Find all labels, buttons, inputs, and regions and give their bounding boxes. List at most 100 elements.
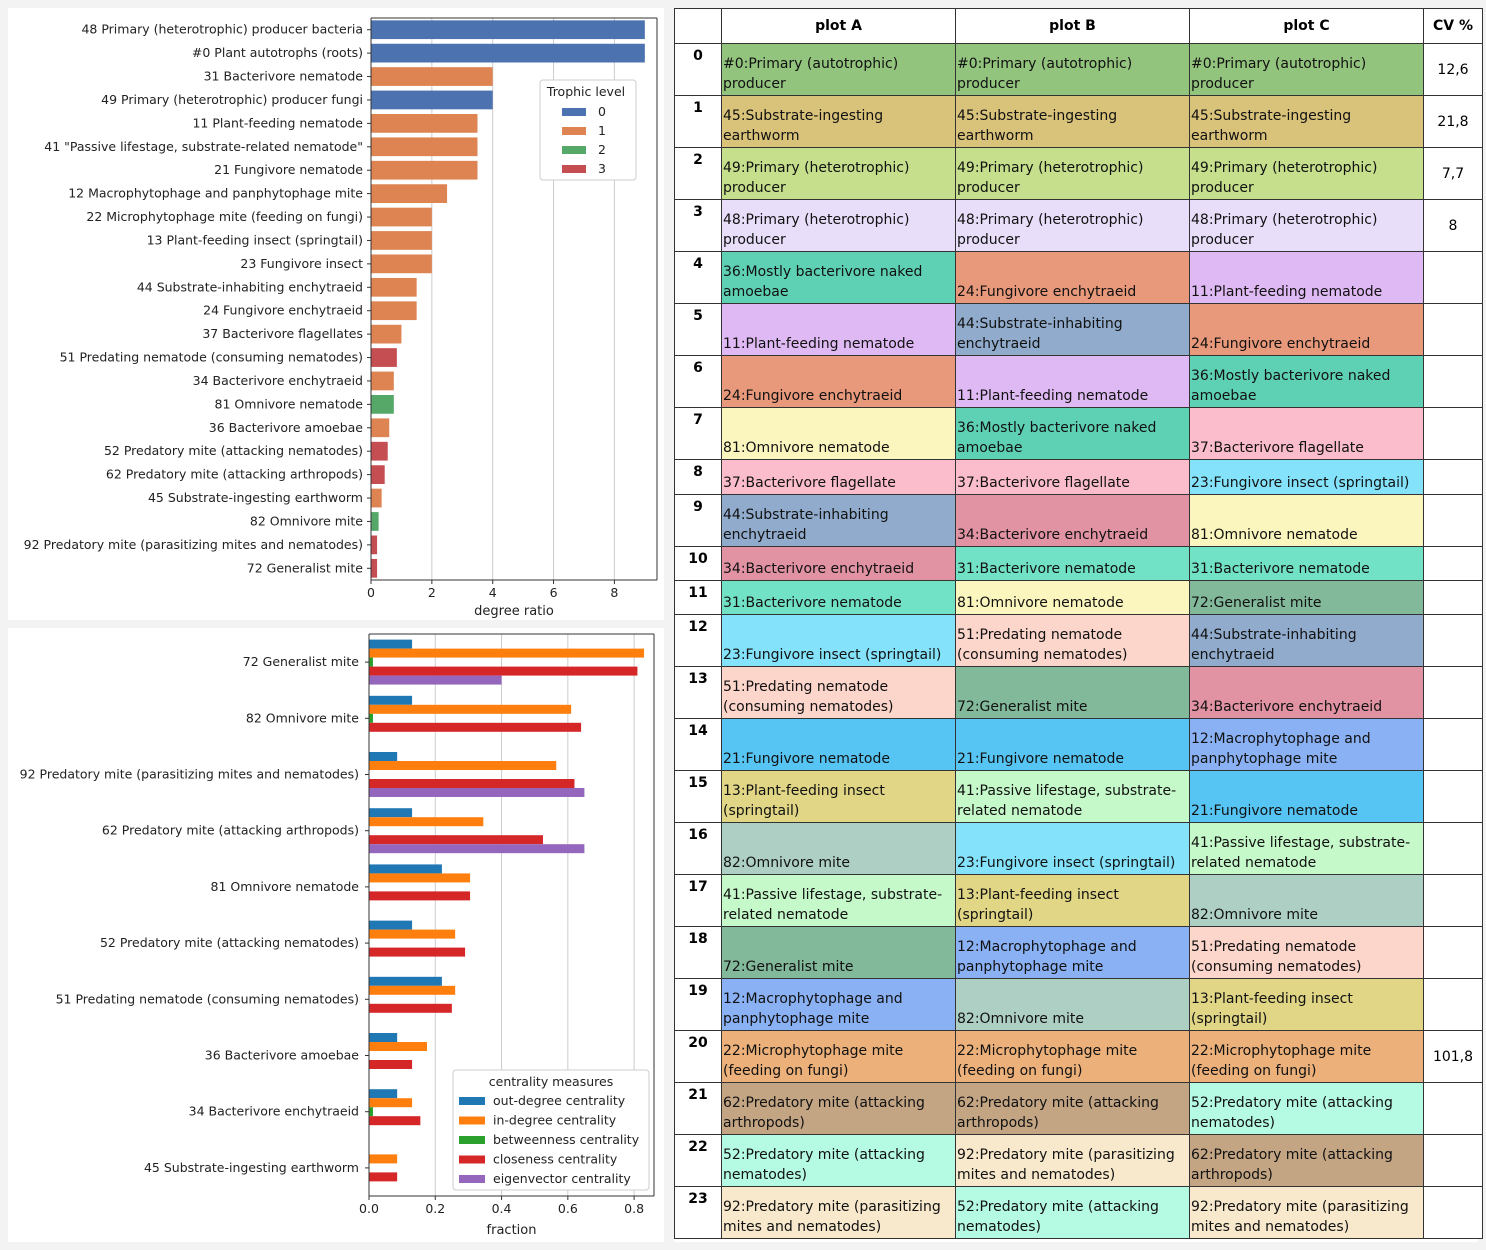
plot-a-cell: 13:Plant-feeding insect (springtail)	[721, 770, 956, 823]
table-row: 3 48:Primary (heterotrophic) producer 48:P…	[674, 199, 1483, 252]
plot-b-cell: 48:Primary (heterotrophic) producer	[955, 199, 1190, 252]
cv-cell	[1423, 978, 1483, 1031]
bar	[371, 90, 493, 110]
plot-c-cell: 12:Macrophytophage and panphytophage mit…	[1189, 718, 1424, 771]
legend-swatch	[459, 1136, 485, 1144]
y-tick-label: 11 Plant-feeding nematode	[192, 115, 363, 130]
bar	[369, 873, 471, 883]
bar	[369, 666, 638, 676]
bar	[369, 639, 413, 649]
table-row: 18 72:Generalist mite 12:Macrophytophage a…	[674, 926, 1483, 979]
plot-a-cell: 22:Microphytophage mite (feeding on fung…	[721, 1030, 956, 1083]
plot-c-cell: 36:Mostly bacterivore naked amoebae	[1189, 355, 1424, 408]
table-row: 9 44:Substrate-inhabiting enchytraeid 34:B…	[674, 494, 1483, 547]
bar	[369, 864, 442, 874]
plot-a-cell: 48:Primary (heterotrophic) producer	[721, 199, 956, 252]
bar	[369, 920, 413, 930]
y-tick-label: 62 Predatory mite (attacking arthropods)	[106, 467, 363, 482]
plot-a-cell: 34:Bacterivore enchytraeid	[721, 546, 956, 581]
row-index: 3	[674, 199, 722, 252]
x-tick-label: 0	[367, 585, 375, 600]
row-index: 14	[674, 718, 722, 771]
bar	[371, 254, 432, 274]
y-tick-label: 21 Fungivore nematode	[214, 162, 363, 177]
plot-a-cell: 51:Predating nematode (consuming nematod…	[721, 666, 956, 719]
row-index: 6	[674, 355, 722, 408]
header-cv: CV %	[1423, 8, 1483, 44]
cv-cell	[1423, 407, 1483, 460]
bar	[371, 184, 448, 203]
y-tick-label: 82 Omnivore mite	[246, 710, 359, 725]
plot-a-cell: 21:Fungivore nematode	[721, 718, 956, 771]
bar	[369, 947, 466, 957]
table-row: 6 24:Fungivore enchytraeid 11:Plant-feedin…	[674, 355, 1483, 408]
cv-cell	[1423, 1186, 1483, 1239]
bar	[369, 752, 398, 762]
y-tick-label: 13 Plant-feeding insect (springtail)	[147, 232, 363, 247]
bar	[369, 1042, 427, 1052]
row-index: 0	[674, 43, 722, 96]
degree-ratio-chart: 48 Primary (heterotrophic) producer bact…	[24, 17, 658, 619]
y-tick-label: 44 Substrate-inhabiting enchytraeid	[137, 279, 363, 294]
plot-b-cell: 49:Primary (heterotrophic) producer	[955, 147, 1190, 200]
plot-b-cell: 72:Generalist mite	[955, 666, 1190, 719]
plot-a-cell: 81:Omnivore nematode	[721, 407, 956, 460]
y-tick-label: 23 Fungivore insect	[240, 256, 363, 271]
bar	[369, 817, 484, 827]
plot-a-cell: 12:Macrophytophage and panphytophage mit…	[721, 978, 956, 1031]
y-tick-label: 49 Primary (heterotrophic) producer fung…	[101, 92, 363, 107]
cv-cell	[1423, 546, 1483, 581]
legend-box	[452, 1069, 650, 1191]
y-tick-label: 81 Omnivore nematode	[211, 879, 360, 894]
table-row: 20 22:Microphytophage mite (feeding on fu…	[674, 1030, 1483, 1083]
cv-cell	[1423, 494, 1483, 547]
table-row: 8 37:Bacterivore flagellate 37:Bacterivore…	[674, 459, 1483, 495]
y-tick-label: 31 Bacterivore nematode	[204, 69, 364, 84]
y-tick-label: 72 Generalist mite	[243, 654, 360, 669]
plot-a-cell: 11:Plant-feeding nematode	[721, 303, 956, 356]
y-tick-label: 52 Predatory mite (attacking nematodes)	[104, 443, 363, 458]
bar	[371, 114, 478, 133]
legend-swatch	[562, 165, 586, 173]
bar	[371, 558, 378, 578]
bar	[371, 20, 645, 40]
plot-b-cell: 24:Fungivore enchytraeid	[955, 251, 1190, 304]
plot-a-cell: 41:Passive lifestage, substrate-related …	[721, 874, 956, 927]
y-tick-label: 72 Generalist mite	[247, 560, 364, 575]
y-tick-label: 22 Microphytophage mite (feeding on fung…	[86, 209, 363, 224]
plot-b-cell: 41:Passive lifestage, substrate-related …	[955, 770, 1190, 823]
row-index: 21	[674, 1082, 722, 1135]
plot-c-cell: 41:Passive lifestage, substrate-related …	[1189, 822, 1424, 875]
table-row: 17 41:Passive lifestage, substrate-relate…	[674, 874, 1483, 927]
bar	[369, 1059, 413, 1069]
plot-a-cell: 36:Mostly bacterivore naked amoebae	[721, 251, 956, 304]
legend-label: 0	[598, 104, 606, 119]
y-tick-label: 37 Bacterivore flagellates	[202, 326, 363, 341]
centrality-chart-panel: 72 Generalist mite 82 Omnivore mite 92 Pre…	[8, 628, 664, 1242]
table-row: 21 62:Predatory mite (attacking arthropod…	[674, 1082, 1483, 1135]
plot-b-cell: 81:Omnivore nematode	[955, 580, 1190, 615]
header-plot-b: plot B	[955, 8, 1190, 44]
ranking-table-panel: plot A plot B plot C CV % 0 #0:Primary (a…	[674, 8, 1483, 1242]
plot-a-cell: #0:Primary (autotrophic) producer	[721, 43, 956, 96]
bar	[369, 1116, 421, 1126]
plot-a-cell: 82:Omnivore mite	[721, 822, 956, 875]
y-tick-label: 51 Predating nematode (consuming nematod…	[56, 991, 359, 1006]
bar	[369, 844, 585, 854]
plot-b-cell: 62:Predatory mite (attacking arthropods)	[955, 1082, 1190, 1135]
row-index: 19	[674, 978, 722, 1031]
bar	[371, 395, 394, 414]
legend-swatch	[562, 108, 586, 116]
plot-c-cell: 37:Bacterivore flagellate	[1189, 407, 1424, 460]
bar	[369, 1089, 398, 1099]
table-row: 19 12:Macrophytophage and panphytophage m…	[674, 978, 1483, 1031]
bar	[369, 675, 502, 685]
table-row: 11 31:Bacterivore nematode 81:Omnivore nem…	[674, 580, 1483, 615]
plot-c-cell: 92:Predatory mite (parasitizing mites an…	[1189, 1186, 1424, 1239]
plot-c-cell: 45:Substrate-ingesting earthworm	[1189, 95, 1424, 148]
y-tick-label: 81 Omnivore nematode	[215, 396, 364, 411]
plot-c-cell: 51:Predating nematode (consuming nematod…	[1189, 926, 1424, 979]
bar	[369, 1107, 373, 1117]
bar	[369, 808, 413, 818]
degree-ratio-chart-panel: 48 Primary (heterotrophic) producer bact…	[8, 8, 664, 620]
